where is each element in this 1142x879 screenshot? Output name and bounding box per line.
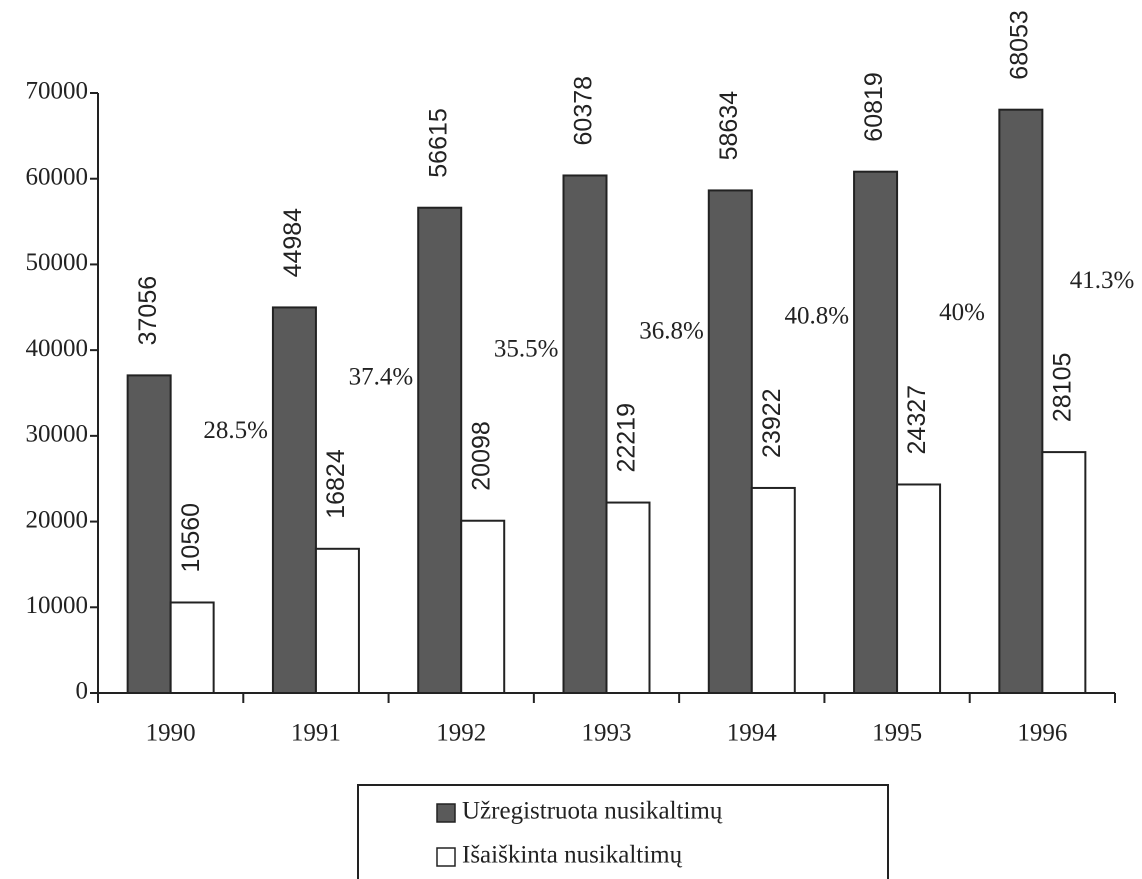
value-label: 23922 — [758, 388, 786, 458]
bar — [562, 174, 608, 694]
value-label: 60378 — [570, 76, 598, 146]
y-tick-label: 60000 — [26, 163, 89, 190]
bar — [707, 189, 753, 694]
percent-label: 40% — [939, 299, 985, 326]
percent-label: 28.5% — [203, 417, 268, 444]
value-label: 60819 — [860, 72, 888, 142]
bar — [853, 170, 899, 695]
legend-label: Išaiškinta nusikaltimų — [462, 842, 683, 869]
value-label: 16824 — [322, 449, 350, 519]
bar — [271, 306, 317, 694]
bar — [750, 486, 796, 694]
legend-label: Užregistruota nusikaltimų — [462, 798, 723, 825]
bar — [314, 547, 360, 695]
value-label: 37056 — [134, 276, 162, 346]
percent-label: 41.3% — [1070, 267, 1135, 294]
x-tick-label: 1994 — [727, 720, 778, 747]
y-tick-label: 20000 — [26, 506, 89, 533]
value-label: 22219 — [613, 403, 641, 473]
bar — [605, 501, 651, 694]
percent-label: 40.8% — [784, 303, 849, 330]
y-tick-label: 50000 — [26, 249, 89, 276]
bar — [460, 519, 506, 695]
bar — [896, 483, 942, 694]
value-label: 10560 — [177, 503, 205, 573]
y-tick-label: 0 — [76, 678, 89, 705]
x-tick-label: 1993 — [582, 720, 632, 747]
bar — [998, 108, 1044, 694]
y-tick-label: 10000 — [26, 592, 89, 619]
bar — [1041, 451, 1087, 694]
x-tick-label: 1991 — [291, 720, 341, 747]
y-tick-label: 40000 — [26, 335, 89, 362]
legend-swatch — [436, 803, 456, 823]
value-label: 24327 — [903, 385, 931, 455]
y-tick-label: 70000 — [26, 78, 89, 105]
value-label: 44984 — [279, 208, 307, 278]
x-tick-label: 1992 — [436, 720, 486, 747]
bar — [126, 374, 172, 694]
value-label: 28105 — [1048, 353, 1076, 423]
percent-label: 35.5% — [494, 335, 559, 362]
x-tick-label: 1995 — [872, 720, 922, 747]
bar — [417, 206, 463, 694]
bar — [169, 601, 215, 694]
y-tick-label: 30000 — [26, 421, 89, 448]
legend-swatch — [436, 847, 456, 867]
x-tick-label: 1996 — [1017, 720, 1067, 747]
value-label: 56615 — [424, 108, 452, 178]
value-label: 20098 — [467, 421, 495, 491]
percent-label: 36.8% — [639, 317, 704, 344]
value-label: 58634 — [715, 91, 743, 161]
value-label: 68053 — [1005, 10, 1033, 80]
x-tick-label: 1990 — [146, 720, 196, 747]
percent-label: 37.4% — [349, 364, 414, 391]
